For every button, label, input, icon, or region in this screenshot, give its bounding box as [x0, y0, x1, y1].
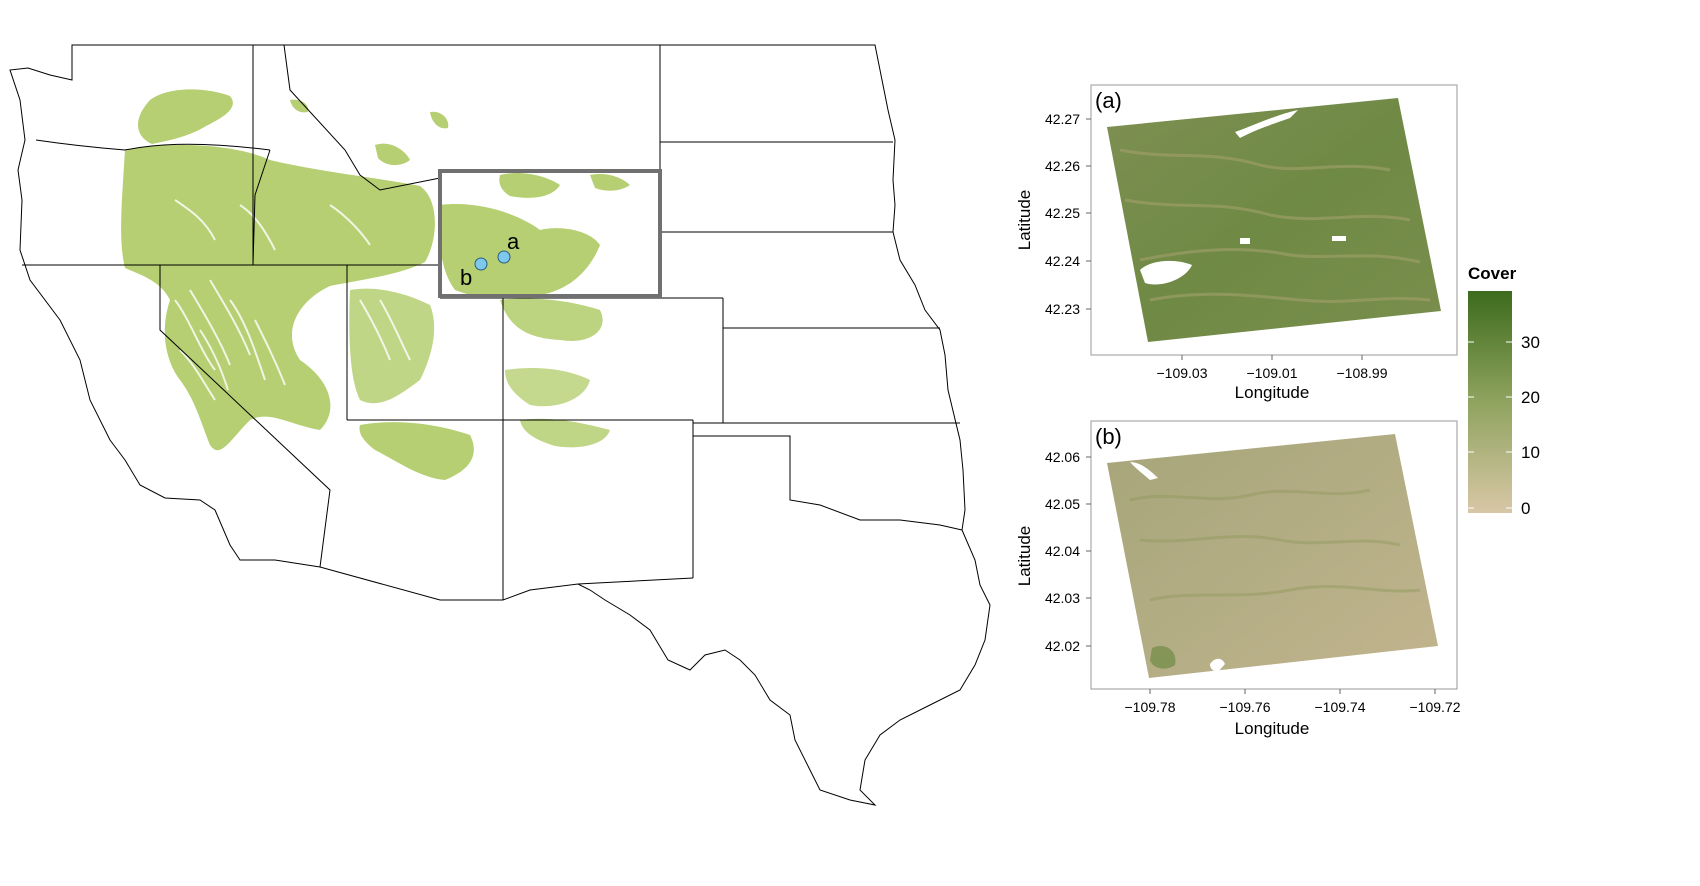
panel-a-ytick: 42.24 — [1045, 253, 1080, 269]
panel-b-gap — [1130, 462, 1158, 480]
panel-b-yticks: 42.06 42.05 42.04 42.03 42.02 — [1045, 449, 1080, 654]
panel-a-gap-2 — [1140, 260, 1192, 285]
panel-b-xtick: −109.78 — [1125, 699, 1176, 715]
panel-b-gap-2 — [1210, 658, 1225, 672]
habitat-layer — [121, 89, 630, 480]
panel-a-xtick: −109.03 — [1157, 365, 1208, 381]
panel-b-ytick: 42.06 — [1045, 449, 1080, 465]
legend-ticks: 30 20 10 0 — [1521, 333, 1540, 518]
panel-b-xtick: −109.72 — [1410, 699, 1461, 715]
legend-title: Cover — [1468, 264, 1517, 283]
site-a-label: a — [507, 229, 520, 254]
legend-colorbar — [1468, 291, 1512, 513]
panel-a-xticks: −109.03 −109.01 −108.99 — [1157, 365, 1388, 381]
panel-a-xtick: −109.01 — [1247, 365, 1298, 381]
panel-b-xtick: −109.74 — [1315, 699, 1366, 715]
panel-b-ytick: 42.05 — [1045, 496, 1080, 512]
panel-b-tag: (b) — [1095, 424, 1122, 449]
panel-a-gap — [1235, 110, 1298, 138]
panel-a-ytick: 42.26 — [1045, 158, 1080, 174]
panel-b-ytick-marks — [1086, 456, 1091, 647]
panel-a-ylabel: Latitude — [1015, 190, 1034, 251]
legend-tick-marks — [1468, 341, 1512, 509]
panel-b-xlabel: Longitude — [1235, 719, 1310, 738]
panel-b-xtick: −109.76 — [1220, 699, 1271, 715]
panel-b-dark-patch — [1150, 645, 1176, 669]
panel-a-xtick-marks — [1181, 355, 1363, 360]
cover-legend: Cover 30 20 10 0 — [1468, 264, 1540, 518]
legend-tick: 0 — [1521, 499, 1530, 518]
panel-b-ytick: 42.03 — [1045, 590, 1080, 606]
panel-a-gap-3 — [1240, 238, 1250, 244]
panel-a-yticks: 42.27 42.26 42.25 42.24 42.23 — [1045, 111, 1080, 317]
panel-a-xlabel: Longitude — [1235, 383, 1310, 402]
panel-b-texture — [1129, 488, 1421, 602]
panel-a-ytick: 42.27 — [1045, 111, 1080, 127]
panel-b-ylabel: Latitude — [1015, 526, 1034, 587]
site-b-label: b — [460, 265, 472, 290]
panel-a-tag: (a) — [1095, 88, 1122, 113]
legend-tick: 10 — [1521, 443, 1540, 462]
panel-a: (a) 42.27 42.26 42.25 42.24 42.23 −109.0… — [1015, 84, 1458, 402]
panel-a-texture — [1119, 148, 1431, 303]
site-a-marker — [497, 250, 511, 264]
legend-tick: 20 — [1521, 388, 1540, 407]
legend-tick: 30 — [1521, 333, 1540, 352]
panel-b-ytick: 42.02 — [1045, 638, 1080, 654]
panel-a-ytick: 42.23 — [1045, 301, 1080, 317]
us-west-map: a b — [9, 44, 991, 806]
panel-a-ytick: 42.25 — [1045, 205, 1080, 221]
panel-b-ytick: 42.04 — [1045, 543, 1080, 559]
panel-a-gap-4 — [1332, 236, 1346, 241]
inset-box — [438, 169, 662, 298]
panel-b-raster — [1107, 434, 1438, 678]
panel-b-xtick-marks — [1149, 689, 1436, 694]
panel-b-xticks: −109.78 −109.76 −109.74 −109.72 — [1125, 699, 1461, 715]
panel-a-raster — [1107, 98, 1441, 342]
panel-b: (b) 42.06 42.05 42.04 42.03 42.02 −109.7… — [1015, 420, 1461, 738]
site-b-marker — [474, 257, 488, 271]
panel-a-ytick-marks — [1086, 118, 1091, 310]
habitat-detail — [174, 199, 411, 401]
panel-a-xtick: −108.99 — [1337, 365, 1388, 381]
